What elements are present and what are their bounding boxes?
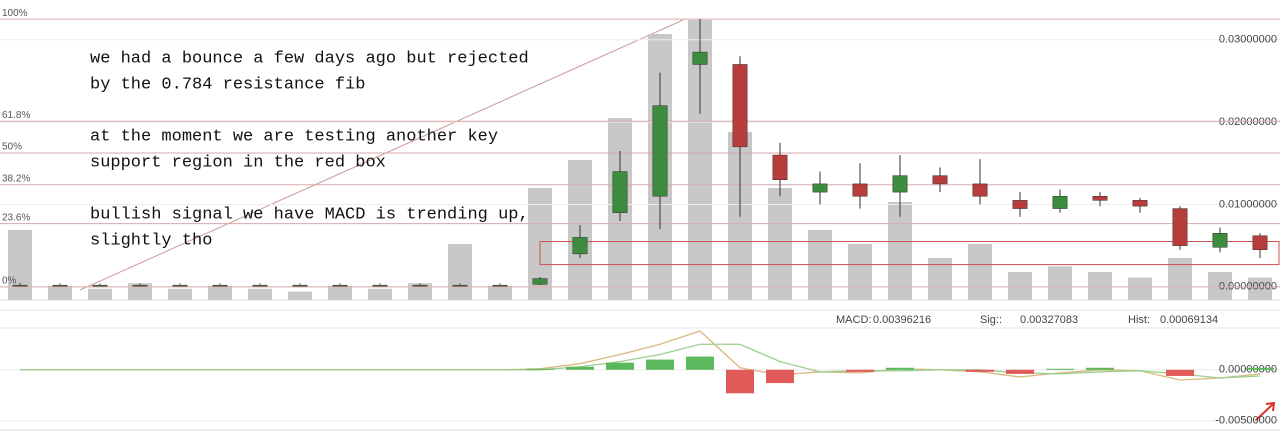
candle-body — [212, 284, 228, 287]
annotation-line: bullish signal we have MACD is trending … — [90, 205, 529, 224]
candle-body — [732, 64, 748, 148]
volume-bar — [768, 188, 792, 300]
volume-bar — [1208, 272, 1232, 300]
histogram-bar — [1246, 367, 1274, 370]
histogram-bar — [606, 362, 634, 370]
histogram-bar — [526, 368, 554, 370]
legend-label: Hist: — [1128, 314, 1150, 326]
volume-bar — [248, 288, 272, 300]
candle-body — [1212, 233, 1228, 248]
legend-value: 0.00069134 — [1160, 314, 1218, 326]
candle-body — [1252, 235, 1268, 251]
volume-bar — [208, 286, 232, 300]
volume-bar — [848, 244, 872, 300]
candle-body — [132, 284, 148, 287]
histogram-bar — [766, 369, 794, 384]
candle-body — [92, 284, 108, 287]
volume-bar — [968, 244, 992, 300]
histogram-bar — [686, 356, 714, 370]
candle-body — [692, 51, 708, 65]
candle-body — [892, 175, 908, 193]
volume-bar — [328, 286, 352, 300]
candle-body — [452, 284, 468, 287]
candle-body — [1172, 208, 1188, 246]
candle-body — [1052, 195, 1068, 209]
legend-label: MACD: — [836, 314, 871, 326]
fib-label: 100% — [2, 8, 28, 19]
legend-value: 0.00396216 — [873, 314, 931, 326]
histogram-bar — [886, 367, 914, 370]
candle-body — [532, 278, 548, 285]
histogram-bar — [566, 366, 594, 370]
volume-bar — [288, 291, 312, 300]
annotation-line: by the 0.784 resistance fib — [90, 75, 365, 94]
volume-bar — [1128, 277, 1152, 300]
candle-body — [1132, 200, 1148, 207]
candle-body — [1092, 195, 1108, 201]
histogram-bar — [1166, 369, 1194, 376]
volume-bar — [1048, 266, 1072, 300]
candle-body — [372, 284, 388, 287]
fib-label: 38.2% — [2, 173, 30, 184]
candle-body — [612, 171, 628, 213]
candle-body — [172, 284, 188, 287]
volume-bar — [128, 283, 152, 300]
candle-body — [12, 284, 28, 287]
histogram-bar — [726, 369, 754, 394]
volume-bar — [1008, 272, 1032, 300]
volume-bar — [368, 288, 392, 300]
candle-body — [292, 284, 308, 287]
support-zone — [539, 241, 1280, 266]
volume-bar — [488, 286, 512, 300]
y-tick-label: 0.01000000 — [1219, 198, 1277, 210]
histogram-bar — [1086, 367, 1114, 370]
candle-body — [252, 284, 268, 287]
fib-trend-line — [79, 19, 684, 291]
volume-bar — [888, 202, 912, 300]
candle-body — [812, 183, 828, 193]
arrow — [1254, 401, 1276, 422]
candle-body — [572, 237, 588, 255]
histogram-bar — [646, 359, 674, 370]
candle-body — [1012, 200, 1028, 209]
volume-bar — [88, 288, 112, 300]
histogram-bar — [1006, 369, 1034, 374]
y-tick-label: -0.00500000 — [1215, 415, 1277, 427]
legend-label: Sig:: — [980, 314, 1002, 326]
volume-bar — [168, 288, 192, 300]
candle-body — [852, 183, 868, 197]
volume-bar — [8, 230, 32, 300]
candle-body — [972, 183, 988, 197]
candle-body — [492, 284, 508, 287]
volume-bar — [1248, 277, 1272, 300]
histogram-bar — [966, 369, 994, 372]
candle-body — [52, 284, 68, 287]
fib-label: 0% — [2, 275, 17, 286]
candle-body — [932, 175, 948, 185]
candle-body — [652, 105, 668, 197]
fib-label: 61.8% — [2, 110, 30, 121]
annotation-line: slightly tho — [90, 231, 212, 250]
candle-body — [772, 154, 788, 181]
y-tick-label: 0.03000000 — [1219, 34, 1277, 46]
annotation-line: support region in the red box — [90, 153, 386, 172]
annotation-line: at the moment we are testing another key — [90, 127, 498, 146]
candle-body — [412, 284, 428, 287]
histogram-bar — [846, 369, 874, 372]
candle-body — [332, 284, 348, 287]
fib-label: 23.6% — [2, 212, 30, 223]
annotation-line: we had a bounce a few days ago but rejec… — [90, 49, 529, 68]
macd-line — [20, 343, 1261, 379]
fib-label: 50% — [2, 142, 22, 153]
y-tick-label: 0.02000000 — [1219, 116, 1277, 128]
legend-value: 0.00327083 — [1020, 314, 1078, 326]
histogram-bar — [1046, 368, 1074, 370]
volume-bar — [48, 286, 72, 300]
volume-bar — [1088, 272, 1112, 300]
volume-bar — [408, 283, 432, 300]
annotations: we had a bounce a few days ago but rejec… — [90, 49, 529, 250]
volume-bar — [448, 244, 472, 300]
